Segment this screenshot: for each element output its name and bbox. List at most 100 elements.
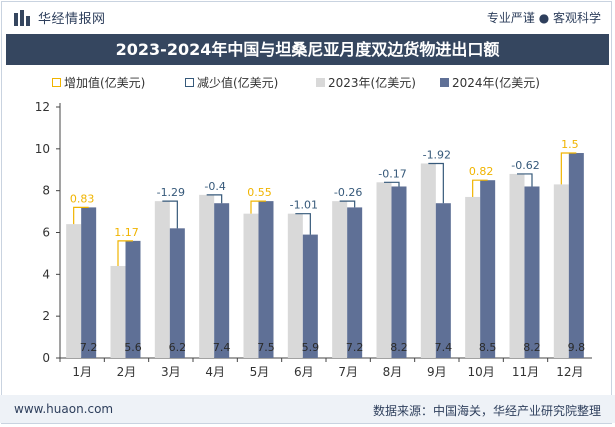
x-tick-label: 11月 bbox=[512, 365, 539, 379]
legend-decrease-label: 减少值(亿美元) bbox=[197, 76, 279, 90]
chart-title: 2023-2024年中国与坦桑尼亚月度双边货物进出口额 bbox=[6, 34, 609, 65]
value-label-2024: 7.4 bbox=[213, 341, 231, 354]
bar-2023 bbox=[154, 201, 170, 358]
change-label: -1.01 bbox=[290, 199, 318, 212]
bar-2023 bbox=[465, 196, 481, 358]
x-tick-label: 5月 bbox=[250, 365, 270, 379]
legend-item-decrease: 减少值(亿美元) bbox=[185, 74, 278, 91]
value-label-2024: 7.2 bbox=[346, 341, 364, 354]
change-label: 1.17 bbox=[114, 226, 139, 239]
bar-2023 bbox=[199, 194, 215, 358]
value-label-2024: 8.5 bbox=[479, 341, 497, 354]
value-label-2024: 5.9 bbox=[302, 341, 320, 354]
decrease-bracket bbox=[384, 181, 400, 187]
change-label: -0.26 bbox=[334, 186, 362, 199]
y-tick-label: 6 bbox=[42, 226, 50, 240]
top-bar: 华经情报网 专业严谨 ● 客观科学 bbox=[0, 0, 615, 34]
legend-item-2023: 2023年(亿美元) bbox=[316, 74, 416, 91]
y-tick-label: 4 bbox=[42, 267, 50, 281]
value-label-2024: 9.8 bbox=[568, 341, 586, 354]
value-label-2024: 7.5 bbox=[257, 341, 275, 354]
x-tick-label: 9月 bbox=[427, 365, 447, 379]
x-tick-label: 7月 bbox=[338, 365, 358, 379]
value-label-2024: 7.4 bbox=[435, 341, 453, 354]
footer: www.huaon.com 数据来源：中国海关，华经产业研究院整理 bbox=[0, 395, 615, 423]
decrease-bracket bbox=[206, 194, 223, 204]
x-tick-label: 4月 bbox=[205, 365, 225, 379]
increase-bracket bbox=[117, 240, 133, 266]
y-tick-label: 2 bbox=[42, 309, 50, 323]
bar-2023 bbox=[66, 224, 82, 358]
increase-bracket bbox=[73, 206, 89, 225]
increase-bracket bbox=[250, 200, 266, 214]
brand-logo-icon bbox=[14, 9, 30, 26]
change-label: -0.17 bbox=[378, 167, 406, 180]
x-tick-label: 1月 bbox=[72, 365, 92, 379]
decrease-bracket bbox=[428, 162, 444, 204]
change-label: -1.92 bbox=[423, 148, 451, 161]
bar-2023 bbox=[509, 173, 525, 358]
bar-2023 bbox=[553, 184, 569, 358]
bar-2024 bbox=[435, 203, 451, 358]
value-label-2024: 8.2 bbox=[523, 341, 541, 354]
bar-2023 bbox=[420, 163, 436, 358]
legend-2023-swatch bbox=[316, 78, 325, 87]
x-tick-label: 10月 bbox=[468, 365, 495, 379]
bar-2024 bbox=[258, 201, 274, 358]
change-label: -0.4 bbox=[204, 180, 225, 193]
legend-2024-label: 2024年(亿美元) bbox=[452, 76, 540, 90]
bar-2023 bbox=[332, 201, 348, 358]
x-tick-label: 8月 bbox=[383, 365, 403, 379]
y-tick-label: 8 bbox=[42, 184, 50, 198]
brand-name: 华经情报网 bbox=[38, 12, 106, 27]
slogan: 专业严谨 ● 客观科学 bbox=[486, 11, 601, 25]
bar-2024 bbox=[81, 207, 97, 358]
increase-bracket bbox=[472, 179, 488, 197]
y-tick-label: 0 bbox=[42, 351, 50, 365]
x-tick-label: 2月 bbox=[117, 365, 137, 379]
legend-increase-swatch bbox=[52, 78, 61, 87]
value-label-2024: 7.2 bbox=[80, 341, 98, 354]
bar-2024 bbox=[214, 203, 230, 358]
y-tick-label: 10 bbox=[35, 142, 50, 156]
bar-2023 bbox=[376, 182, 392, 358]
bar-2024 bbox=[524, 186, 540, 358]
bar-2023 bbox=[110, 265, 126, 358]
bar-2023 bbox=[243, 213, 259, 358]
legend-item-2024: 2024年(亿美元) bbox=[440, 74, 540, 91]
value-label-2024: 5.6 bbox=[124, 341, 142, 354]
change-label: -0.62 bbox=[511, 159, 539, 172]
legend-item-increase: 增加值(亿美元) bbox=[52, 74, 145, 91]
legend-decrease-swatch bbox=[185, 78, 194, 87]
bar-2024 bbox=[347, 207, 363, 358]
decrease-bracket bbox=[339, 200, 356, 208]
bar-2023 bbox=[287, 213, 303, 358]
bar-2024 bbox=[302, 234, 318, 358]
legend: 增加值(亿美元) 减少值(亿美元) 2023年(亿美元) 2024年(亿美元) bbox=[0, 74, 615, 92]
bar-2024 bbox=[480, 180, 496, 358]
change-label: 0.83 bbox=[70, 192, 95, 205]
legend-2023-label: 2023年(亿美元) bbox=[328, 76, 416, 90]
change-label: 0.82 bbox=[469, 165, 494, 178]
decrease-bracket bbox=[517, 173, 533, 187]
legend-2024-swatch bbox=[440, 78, 449, 87]
decrease-bracket bbox=[162, 200, 178, 229]
decrease-bracket bbox=[295, 213, 311, 235]
bar-2024 bbox=[169, 228, 185, 358]
footer-website: www.huaon.com bbox=[14, 402, 114, 416]
change-label: 0.55 bbox=[247, 186, 272, 199]
legend-increase-label: 增加值(亿美元) bbox=[64, 76, 146, 90]
bar-2024 bbox=[391, 186, 407, 358]
brand: 华经情报网 bbox=[14, 8, 106, 27]
change-label: 1.5 bbox=[561, 138, 579, 151]
bar-2024 bbox=[568, 153, 584, 358]
value-label-2024: 8.2 bbox=[390, 341, 408, 354]
footer-source: 数据来源：中国海关，华经产业研究院整理 bbox=[372, 404, 601, 418]
bar-2024 bbox=[125, 240, 141, 358]
x-tick-label: 6月 bbox=[294, 365, 314, 379]
x-tick-label: 3月 bbox=[161, 365, 181, 379]
change-label: -1.29 bbox=[157, 186, 185, 199]
increase-bracket bbox=[560, 152, 577, 185]
